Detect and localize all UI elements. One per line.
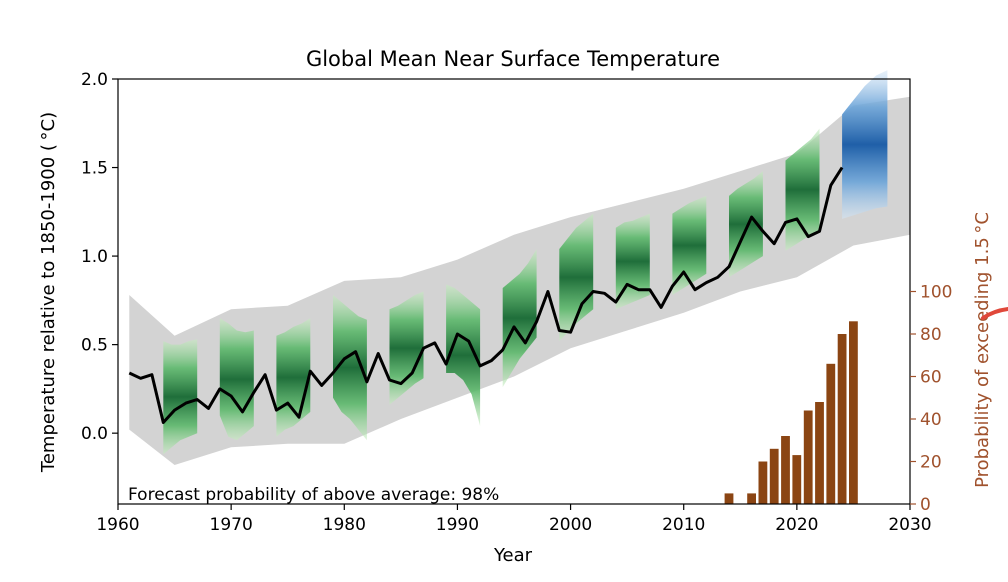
y-axis-right-label: Probability of exceeding 1.5 °C xyxy=(972,212,993,488)
hindcast-band xyxy=(333,295,367,441)
forecast-probability-annotation: Forecast probability of above average: 9… xyxy=(128,485,499,505)
probability-bar xyxy=(747,493,756,504)
y-tick-label: 2.0 xyxy=(81,70,108,90)
probability-bar xyxy=(758,461,768,504)
chart-title: Global Mean Near Surface Temperature xyxy=(306,47,720,71)
x-tick-label: 2010 xyxy=(662,515,705,535)
probability-bar xyxy=(792,455,802,504)
probability-bar xyxy=(769,448,779,505)
x-tick-label: 2000 xyxy=(549,515,592,535)
hindcast-band xyxy=(559,213,594,342)
stray-mark xyxy=(981,307,1008,320)
y-right-tick-label: 100 xyxy=(920,283,952,303)
hindcast-band xyxy=(219,318,254,441)
x-tick-label: 1960 xyxy=(96,515,139,535)
y-tick-label: 1.0 xyxy=(81,247,108,267)
probability-bar xyxy=(849,321,858,505)
observed-temperature-line xyxy=(128,166,844,424)
probability-bar xyxy=(837,334,847,504)
x-axis-label: Year xyxy=(493,545,533,566)
y-right-tick-label: 60 xyxy=(920,368,942,388)
x-tick-label: 2020 xyxy=(775,515,818,535)
y-right-tick-label: 0 xyxy=(920,495,931,515)
x-tick-label: 1990 xyxy=(436,515,479,535)
hindcast-band xyxy=(163,339,198,455)
x-tick-label: 1980 xyxy=(323,515,366,535)
hindcast-band xyxy=(446,284,481,427)
probability-bar xyxy=(781,436,790,504)
y-tick-label: 0.5 xyxy=(81,336,108,356)
hindcast-band xyxy=(615,213,650,310)
probability-bar xyxy=(724,493,734,504)
hindcast-band xyxy=(389,291,424,405)
forecast-band xyxy=(842,70,888,219)
probability-bar xyxy=(803,410,813,504)
y-tick-label: 1.5 xyxy=(81,159,108,179)
y-right-tick-label: 20 xyxy=(920,453,942,473)
probability-bar xyxy=(815,402,824,504)
y-right-tick-label: 40 xyxy=(920,410,942,430)
y-right-tick-label: 80 xyxy=(920,325,942,345)
hindcast-band xyxy=(502,249,537,388)
hindcast-band xyxy=(672,195,707,295)
x-tick-label: 1970 xyxy=(210,515,253,535)
probability-bar xyxy=(826,363,836,505)
y-axis-label: Temperature relative to 1850-1900 ( °C) xyxy=(38,112,59,473)
x-tick-label: 2030 xyxy=(888,515,931,535)
y-tick-label: 0.0 xyxy=(81,424,108,444)
